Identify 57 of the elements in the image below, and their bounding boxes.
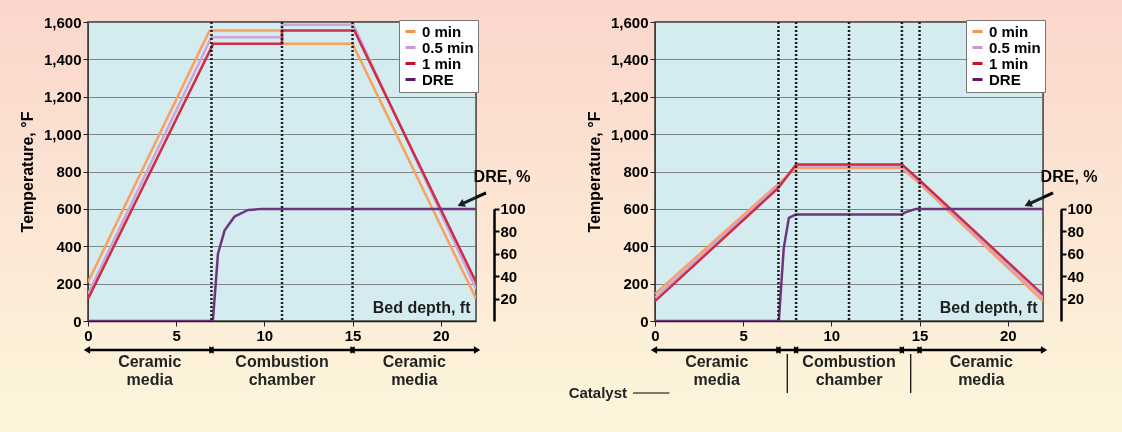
y-tick-label: 800 xyxy=(623,163,649,180)
y-tick-label: 0 xyxy=(640,312,649,330)
y-tick-label: 1,600 xyxy=(43,13,82,31)
legend-label: 0.5 min xyxy=(422,38,474,56)
y2-tick-label: 100 xyxy=(1067,200,1093,218)
x-tick-label: 10 xyxy=(256,326,274,344)
y-tick-label: 1,000 xyxy=(43,125,82,143)
x-tick-label: 15 xyxy=(911,326,929,344)
y2-tick-label: 80 xyxy=(1067,222,1085,240)
y-axis-title: Temperature, °F xyxy=(585,111,603,233)
y-tick-label: 1,200 xyxy=(610,88,649,106)
y-tick-label: 800 xyxy=(56,163,82,180)
y2-tick-label: 20 xyxy=(500,290,518,308)
y2-tick-label: 40 xyxy=(500,267,518,285)
y2-tick-label: 60 xyxy=(1067,245,1085,263)
y-tick-label: 1,400 xyxy=(610,50,649,68)
y-tick-label: 1,400 xyxy=(43,50,82,68)
x-tick-label: 0 xyxy=(84,326,93,344)
x-tick-label: 0 xyxy=(651,326,660,344)
x-tick-label: 5 xyxy=(172,326,181,344)
x-tick-label: 20 xyxy=(432,326,450,344)
x-axis-title: Bed depth, ft xyxy=(372,298,472,316)
y-tick-label: 600 xyxy=(56,200,82,218)
legend-label: 0 min xyxy=(422,22,462,40)
y-tick-label: 200 xyxy=(56,275,82,293)
y2-tick-label: 60 xyxy=(500,245,518,263)
legend-label: 0.5 min xyxy=(989,38,1041,56)
band-label: Combustion chamber xyxy=(235,353,329,388)
text: Catalyst xyxy=(568,384,627,401)
legend-label: 1 min xyxy=(989,54,1029,72)
y-tick-label: 1,600 xyxy=(610,13,649,31)
x-axis-title: Bed depth, ft xyxy=(939,298,1039,316)
y-tick-label: 0 xyxy=(73,312,82,330)
band-label: Combustion chamber xyxy=(802,353,896,388)
y2-tick-label: 40 xyxy=(1067,267,1085,285)
y2-tick-label: 20 xyxy=(1067,290,1085,308)
x-tick-label: 15 xyxy=(344,326,362,344)
band-label: Ceramic media xyxy=(118,353,182,388)
y-tick-label: 400 xyxy=(623,237,649,255)
y-tick-label: 1,000 xyxy=(610,125,649,143)
y-tick-label: 600 xyxy=(623,200,649,218)
x-tick-label: 5 xyxy=(739,326,748,344)
y2-tick-label: 80 xyxy=(500,222,518,240)
legend-label: 1 min xyxy=(422,54,462,72)
x-tick-label: 20 xyxy=(999,326,1017,344)
y2-tick-label: 100 xyxy=(500,200,526,218)
band-label: Ceramic media xyxy=(382,353,446,388)
y-tick-label: 200 xyxy=(623,275,649,293)
legend-label: DRE xyxy=(989,70,1021,88)
y-tick-label: 400 xyxy=(56,237,82,255)
x-tick-label: 10 xyxy=(823,326,841,344)
band-label: Ceramic media xyxy=(949,353,1013,388)
legend-label: DRE xyxy=(422,70,454,88)
legend-label: 0 min xyxy=(989,22,1029,40)
band-label: Ceramic media xyxy=(685,353,749,388)
y-axis-title: Temperature, °F xyxy=(18,111,36,233)
y-tick-label: 1,200 xyxy=(43,88,82,106)
